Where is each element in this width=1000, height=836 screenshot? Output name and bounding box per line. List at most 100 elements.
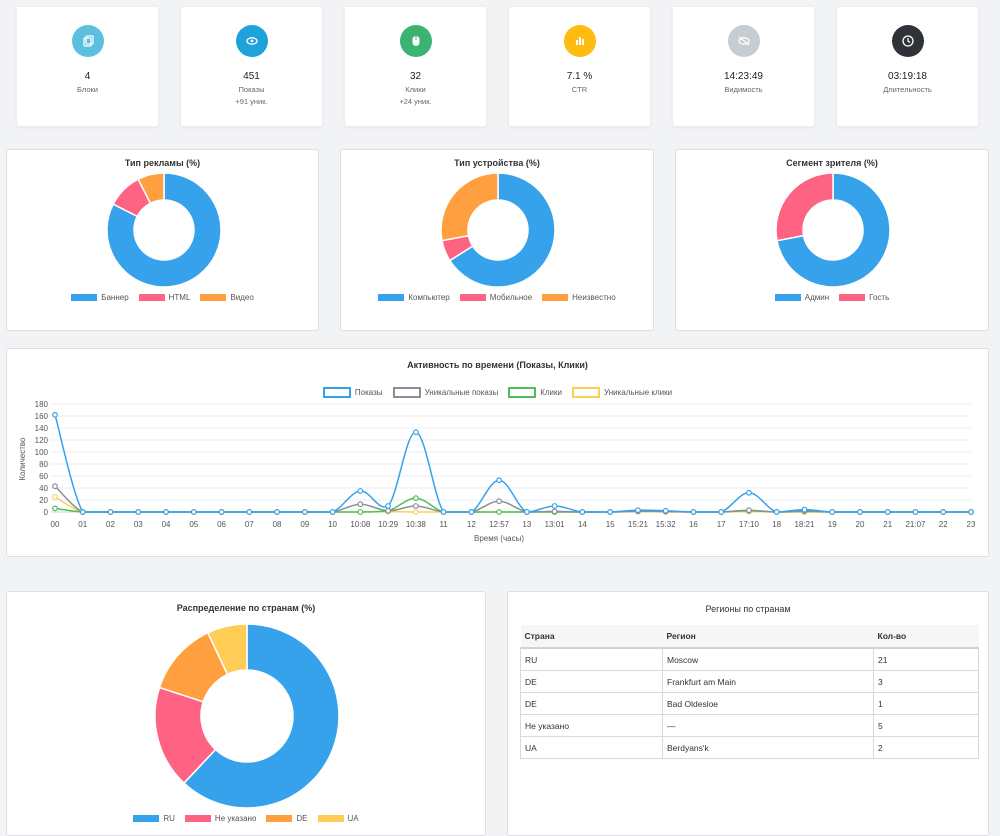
stat-card-CTR: 7.1 % CTR bbox=[508, 6, 651, 127]
legend-item[interactable]: Неизвестно bbox=[542, 293, 616, 302]
legend-label: Гость bbox=[869, 293, 890, 302]
stat-value: 4 bbox=[84, 71, 91, 82]
table-cell-country: Не указано bbox=[520, 714, 663, 737]
stat-card-Видимость: 14:23:49 Видимость bbox=[672, 6, 815, 127]
regions-table: Страна Регион Кол-во RU Moscow 21 DE Fra… bbox=[520, 625, 979, 759]
data-point bbox=[52, 483, 58, 490]
data-point bbox=[329, 509, 336, 515]
x-tick-label: 09 bbox=[300, 520, 309, 529]
y-tick-label: 40 bbox=[39, 484, 48, 493]
legend-item[interactable]: Гость bbox=[839, 293, 889, 302]
legend-item[interactable]: Не указано bbox=[184, 814, 257, 823]
legend-item[interactable]: Админ bbox=[774, 293, 830, 302]
data-point bbox=[968, 509, 974, 515]
stat-card-Длительность: 03:19:18 Длительность bbox=[836, 6, 979, 127]
series-line-Уникальные показы bbox=[54, 485, 971, 513]
data-point bbox=[912, 509, 919, 515]
clock-icon bbox=[891, 25, 924, 57]
donut-slice-RU bbox=[182, 623, 340, 809]
data-point bbox=[940, 509, 947, 515]
x-tick-label: 04 bbox=[162, 520, 171, 529]
table-cell-count: 3 bbox=[873, 670, 979, 693]
y-tick-label: 60 bbox=[39, 472, 48, 481]
legend-item[interactable]: Уникальные клики bbox=[571, 387, 672, 398]
legend-item[interactable]: DE bbox=[266, 814, 308, 823]
stat-label: Длительность bbox=[883, 85, 932, 94]
stat-value: 14:23:49 bbox=[724, 71, 763, 82]
legend-label: Мобильное bbox=[489, 293, 533, 302]
table-header-row: Страна Регион Кол-во bbox=[520, 625, 979, 649]
legend-item[interactable]: Видео bbox=[200, 293, 254, 302]
legend-swatch bbox=[774, 294, 801, 301]
legend-label: Админ bbox=[804, 293, 830, 302]
y-axis-label: Количество bbox=[18, 437, 27, 481]
legend-label: Видео bbox=[230, 293, 254, 302]
legend-swatch bbox=[542, 294, 569, 301]
legend-item[interactable]: Баннер bbox=[71, 293, 129, 302]
table-cell-count: 2 bbox=[873, 736, 979, 759]
viewer-segment-title: Сегмент зрителя (%) bbox=[786, 158, 878, 168]
table-cell-region: Bad Oldesloe bbox=[662, 692, 874, 715]
legend-item[interactable]: Мобильное bbox=[459, 293, 533, 302]
x-tick-label: 21:07 bbox=[905, 520, 926, 529]
activity-card: Активность по времени (Показы, Клики) По… bbox=[6, 348, 989, 557]
stat-label: CTR bbox=[571, 85, 588, 94]
legend-swatch bbox=[839, 294, 866, 301]
data-point bbox=[579, 509, 586, 515]
legend-swatch bbox=[138, 294, 165, 301]
table-cell-country: DE bbox=[520, 670, 663, 693]
stat-label: Блоки bbox=[77, 85, 98, 94]
legend-swatch bbox=[459, 294, 486, 301]
data-point bbox=[190, 509, 197, 515]
table-row: Не указано — 5 bbox=[520, 714, 979, 737]
data-point bbox=[79, 509, 86, 515]
x-tick-label: 06 bbox=[217, 520, 226, 529]
activity-legend: Показы Уникальные показы Клики Уникальные к… bbox=[7, 387, 988, 398]
x-tick-label: 17:10 bbox=[739, 520, 760, 529]
data-point bbox=[385, 507, 391, 514]
legend-item[interactable]: UA bbox=[317, 814, 359, 823]
data-point bbox=[773, 509, 780, 515]
legend-item[interactable]: Показы bbox=[322, 387, 383, 398]
data-point bbox=[107, 509, 114, 515]
x-tick-label: 15:32 bbox=[656, 520, 677, 529]
legend-item[interactable]: Уникальные показы bbox=[392, 387, 498, 398]
x-tick-label: 15 bbox=[606, 520, 615, 529]
data-point bbox=[496, 477, 503, 484]
stat-card-Блоки: 4 Блоки bbox=[16, 6, 159, 127]
legend-item[interactable]: HTML bbox=[138, 293, 190, 302]
data-point bbox=[163, 509, 169, 515]
regions-title: Регионы по странам bbox=[705, 604, 791, 614]
legend-label: Не указано bbox=[214, 814, 257, 823]
data-point bbox=[523, 509, 530, 515]
data-point bbox=[385, 503, 391, 509]
legend-swatch bbox=[266, 815, 293, 822]
stat-value: 32 bbox=[409, 71, 422, 82]
x-tick-label: 21 bbox=[883, 520, 892, 529]
x-tick-label: 20 bbox=[856, 520, 865, 529]
legend-label: RU bbox=[163, 814, 175, 823]
mouse-icon bbox=[399, 25, 432, 57]
stat-card-Клики: 32 Клики +24 уник. bbox=[344, 6, 487, 127]
table-cell-count: 1 bbox=[873, 692, 979, 715]
countries-legend: RU Не указано DE UA bbox=[7, 814, 485, 823]
legend-swatch bbox=[322, 387, 351, 398]
data-point bbox=[607, 509, 614, 515]
activity-line-chart: 0 20 40 60 80 100 120 140 160 180 00 01 02 03 04 05 06 07… bbox=[18, 400, 976, 543]
stat-value: 7.1 % bbox=[566, 71, 593, 82]
data-point bbox=[246, 509, 253, 515]
data-point bbox=[412, 503, 419, 509]
legend-swatch bbox=[392, 387, 421, 398]
data-point bbox=[635, 507, 641, 514]
legend-item[interactable]: RU bbox=[133, 814, 175, 823]
x-tick-label: 03 bbox=[134, 520, 143, 529]
legend-item[interactable]: Компьютер bbox=[378, 293, 450, 302]
device-type-donut bbox=[440, 172, 556, 288]
x-tick-label: 23 bbox=[967, 520, 976, 529]
legend-swatch bbox=[200, 294, 227, 301]
legend-item[interactable]: Клики bbox=[508, 387, 562, 398]
donut-slice-Компьютер bbox=[448, 172, 556, 288]
countries-donut bbox=[154, 623, 340, 809]
x-tick-label: 13:01 bbox=[545, 520, 566, 529]
y-tick-label: 160 bbox=[35, 412, 49, 421]
